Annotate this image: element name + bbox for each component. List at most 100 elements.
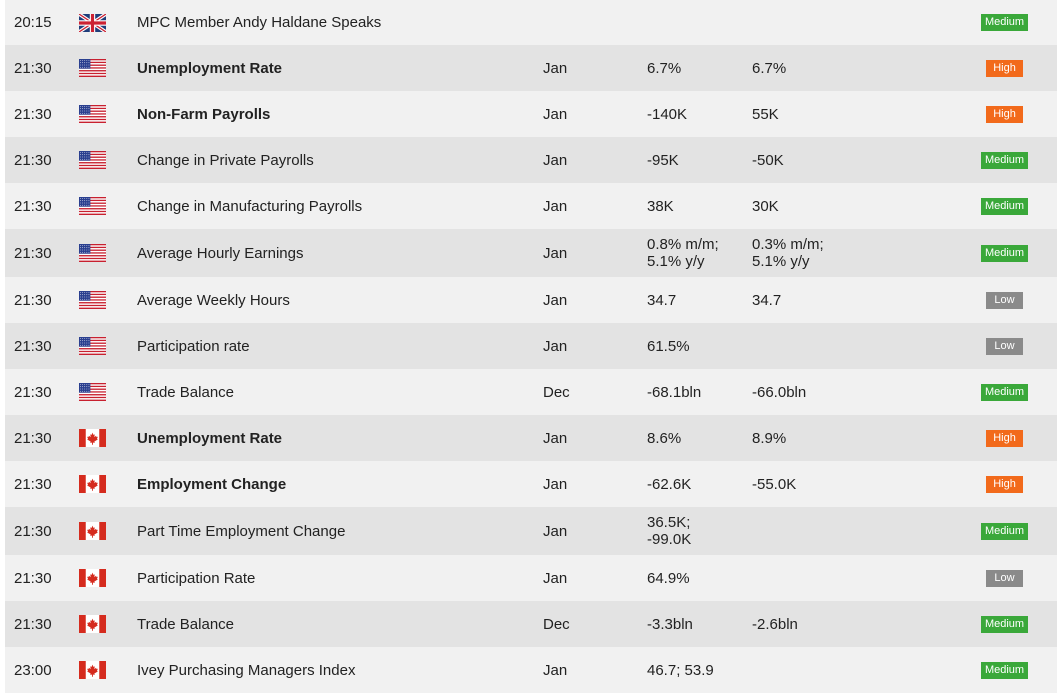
event-time: 21:30: [14, 569, 52, 587]
table-row[interactable]: 23:00 Ivey Purchasing Managers Index Jan…: [5, 647, 1057, 693]
impact-badge: Low: [986, 569, 1023, 587]
event-period: Jan: [543, 661, 568, 679]
event-actual: -3.3bln: [647, 615, 693, 633]
us-flag-icon: [79, 383, 106, 401]
ca-flag-icon: [79, 569, 106, 587]
event-time: 21:30: [14, 151, 52, 169]
impact-badge: Medium: [980, 14, 1029, 31]
event-actual: -62.6K: [647, 475, 692, 493]
table-row[interactable]: 21:30 Change in Manufacturing Payrolls J…: [5, 183, 1057, 229]
us-flag-icon: [79, 244, 106, 262]
impact-badge: High: [986, 429, 1023, 447]
country-flag: [79, 91, 106, 137]
event-time: 21:30: [14, 105, 52, 123]
event-period: Jan: [543, 59, 568, 77]
ca-flag-icon: [79, 522, 106, 540]
table-row[interactable]: 21:30 Participation Rate Jan 64.9% Low: [5, 555, 1057, 601]
table-row[interactable]: 21:30 Average Hourly Earnings Jan 0.8% m…: [5, 229, 1057, 277]
event-period: Jan: [543, 197, 568, 215]
table-row[interactable]: 21:30 Unemployment Rate Jan 6.7% 6.7% Hi…: [5, 45, 1057, 91]
table-row[interactable]: 21:30 Trade Balance Dec -68.1bln -66.0bl…: [5, 369, 1057, 415]
country-flag: [79, 183, 106, 229]
event-time: 21:30: [14, 244, 52, 262]
us-flag-icon: [79, 151, 106, 169]
ca-flag-icon: [79, 615, 106, 633]
event-name[interactable]: Average Weekly Hours: [137, 291, 290, 309]
event-time: 20:15: [14, 14, 52, 31]
event-name[interactable]: Change in Manufacturing Payrolls: [137, 197, 363, 215]
impact-cell: Medium: [978, 0, 1031, 45]
ca-flag-icon: [79, 475, 106, 493]
event-forecast: 0.3% m/m; 5.1% y/y: [752, 236, 824, 270]
event-time: 21:30: [14, 615, 52, 633]
event-time: 21:30: [14, 59, 52, 77]
impact-cell: High: [978, 45, 1031, 91]
event-name[interactable]: Non-Farm Payrolls: [137, 105, 271, 123]
table-row[interactable]: 21:30 Non-Farm Payrolls Jan -140K 55K Hi…: [5, 91, 1057, 137]
event-actual: 64.9%: [647, 569, 690, 587]
table-row[interactable]: 21:30 Participation rate Jan 61.5% Low: [5, 323, 1057, 369]
country-flag: [79, 137, 106, 183]
event-time: 23:00: [14, 661, 52, 679]
event-name[interactable]: Unemployment Rate: [137, 429, 283, 447]
event-name[interactable]: Participation Rate: [137, 569, 256, 587]
impact-cell: High: [978, 461, 1031, 507]
table-row[interactable]: 21:30 Unemployment Rate Jan 8.6% 8.9% Hi…: [5, 415, 1057, 461]
country-flag: [79, 415, 106, 461]
event-name[interactable]: Trade Balance: [137, 383, 235, 401]
impact-cell: High: [978, 91, 1031, 137]
event-name[interactable]: Employment Change: [137, 475, 287, 493]
event-period: Jan: [543, 291, 568, 309]
impact-badge: Medium: [980, 151, 1029, 169]
country-flag: [79, 555, 106, 601]
event-name[interactable]: Trade Balance: [137, 615, 235, 633]
us-flag-icon: [79, 337, 106, 355]
table-row[interactable]: 21:30 Change in Private Payrolls Jan -95…: [5, 137, 1057, 183]
us-flag-icon: [79, 59, 106, 77]
event-period: Jan: [543, 475, 568, 493]
event-actual: 61.5%: [647, 337, 690, 355]
event-name[interactable]: Average Hourly Earnings: [137, 244, 304, 262]
event-time: 21:30: [14, 383, 52, 401]
event-period: Dec: [543, 383, 570, 401]
impact-badge: Medium: [980, 615, 1029, 633]
impact-badge: Medium: [980, 383, 1029, 401]
event-period: Jan: [543, 429, 568, 447]
us-flag-icon: [79, 197, 106, 215]
impact-badge: Medium: [980, 661, 1029, 679]
event-actual: 46.7; 53.9: [647, 661, 714, 679]
event-period: Jan: [543, 569, 568, 587]
country-flag: [79, 277, 106, 323]
event-period: Jan: [543, 337, 568, 355]
economic-calendar-table: 20:15 MPC Member Andy Haldane Speaks Med…: [5, 0, 1057, 693]
us-flag-icon: [79, 105, 106, 123]
table-row[interactable]: 21:30 Trade Balance Dec -3.3bln -2.6bln …: [5, 601, 1057, 647]
event-actual: 38K: [647, 197, 674, 215]
event-forecast: -55.0K: [752, 475, 797, 493]
country-flag: [79, 601, 106, 647]
event-actual: -95K: [647, 151, 679, 169]
event-name[interactable]: Change in Private Payrolls: [137, 151, 314, 169]
event-time: 21:30: [14, 291, 52, 309]
table-row[interactable]: 21:30 Average Weekly Hours Jan 34.7 34.7…: [5, 277, 1057, 323]
table-row[interactable]: 20:15 MPC Member Andy Haldane Speaks Med…: [5, 0, 1057, 45]
table-row[interactable]: 21:30 Employment Change Jan -62.6K -55.0…: [5, 461, 1057, 507]
event-forecast: 8.9%: [752, 429, 787, 447]
event-name[interactable]: Unemployment Rate: [137, 59, 283, 77]
impact-badge: High: [986, 475, 1023, 493]
event-forecast: 55K: [752, 105, 779, 123]
impact-cell: Medium: [978, 229, 1031, 277]
table-row[interactable]: 21:30 Part Time Employment Change Jan 36…: [5, 507, 1057, 555]
event-name[interactable]: Ivey Purchasing Managers Index: [137, 661, 356, 679]
country-flag: [79, 229, 106, 277]
event-name[interactable]: Participation rate: [137, 337, 250, 355]
event-actual: 34.7: [647, 291, 677, 309]
event-forecast: 30K: [752, 197, 779, 215]
impact-badge: Medium: [980, 522, 1029, 540]
impact-badge: High: [986, 105, 1023, 123]
impact-cell: Medium: [978, 183, 1031, 229]
impact-cell: High: [978, 415, 1031, 461]
event-name[interactable]: Part Time Employment Change: [137, 522, 346, 540]
event-name[interactable]: MPC Member Andy Haldane Speaks: [137, 14, 382, 31]
country-flag: [79, 323, 106, 369]
